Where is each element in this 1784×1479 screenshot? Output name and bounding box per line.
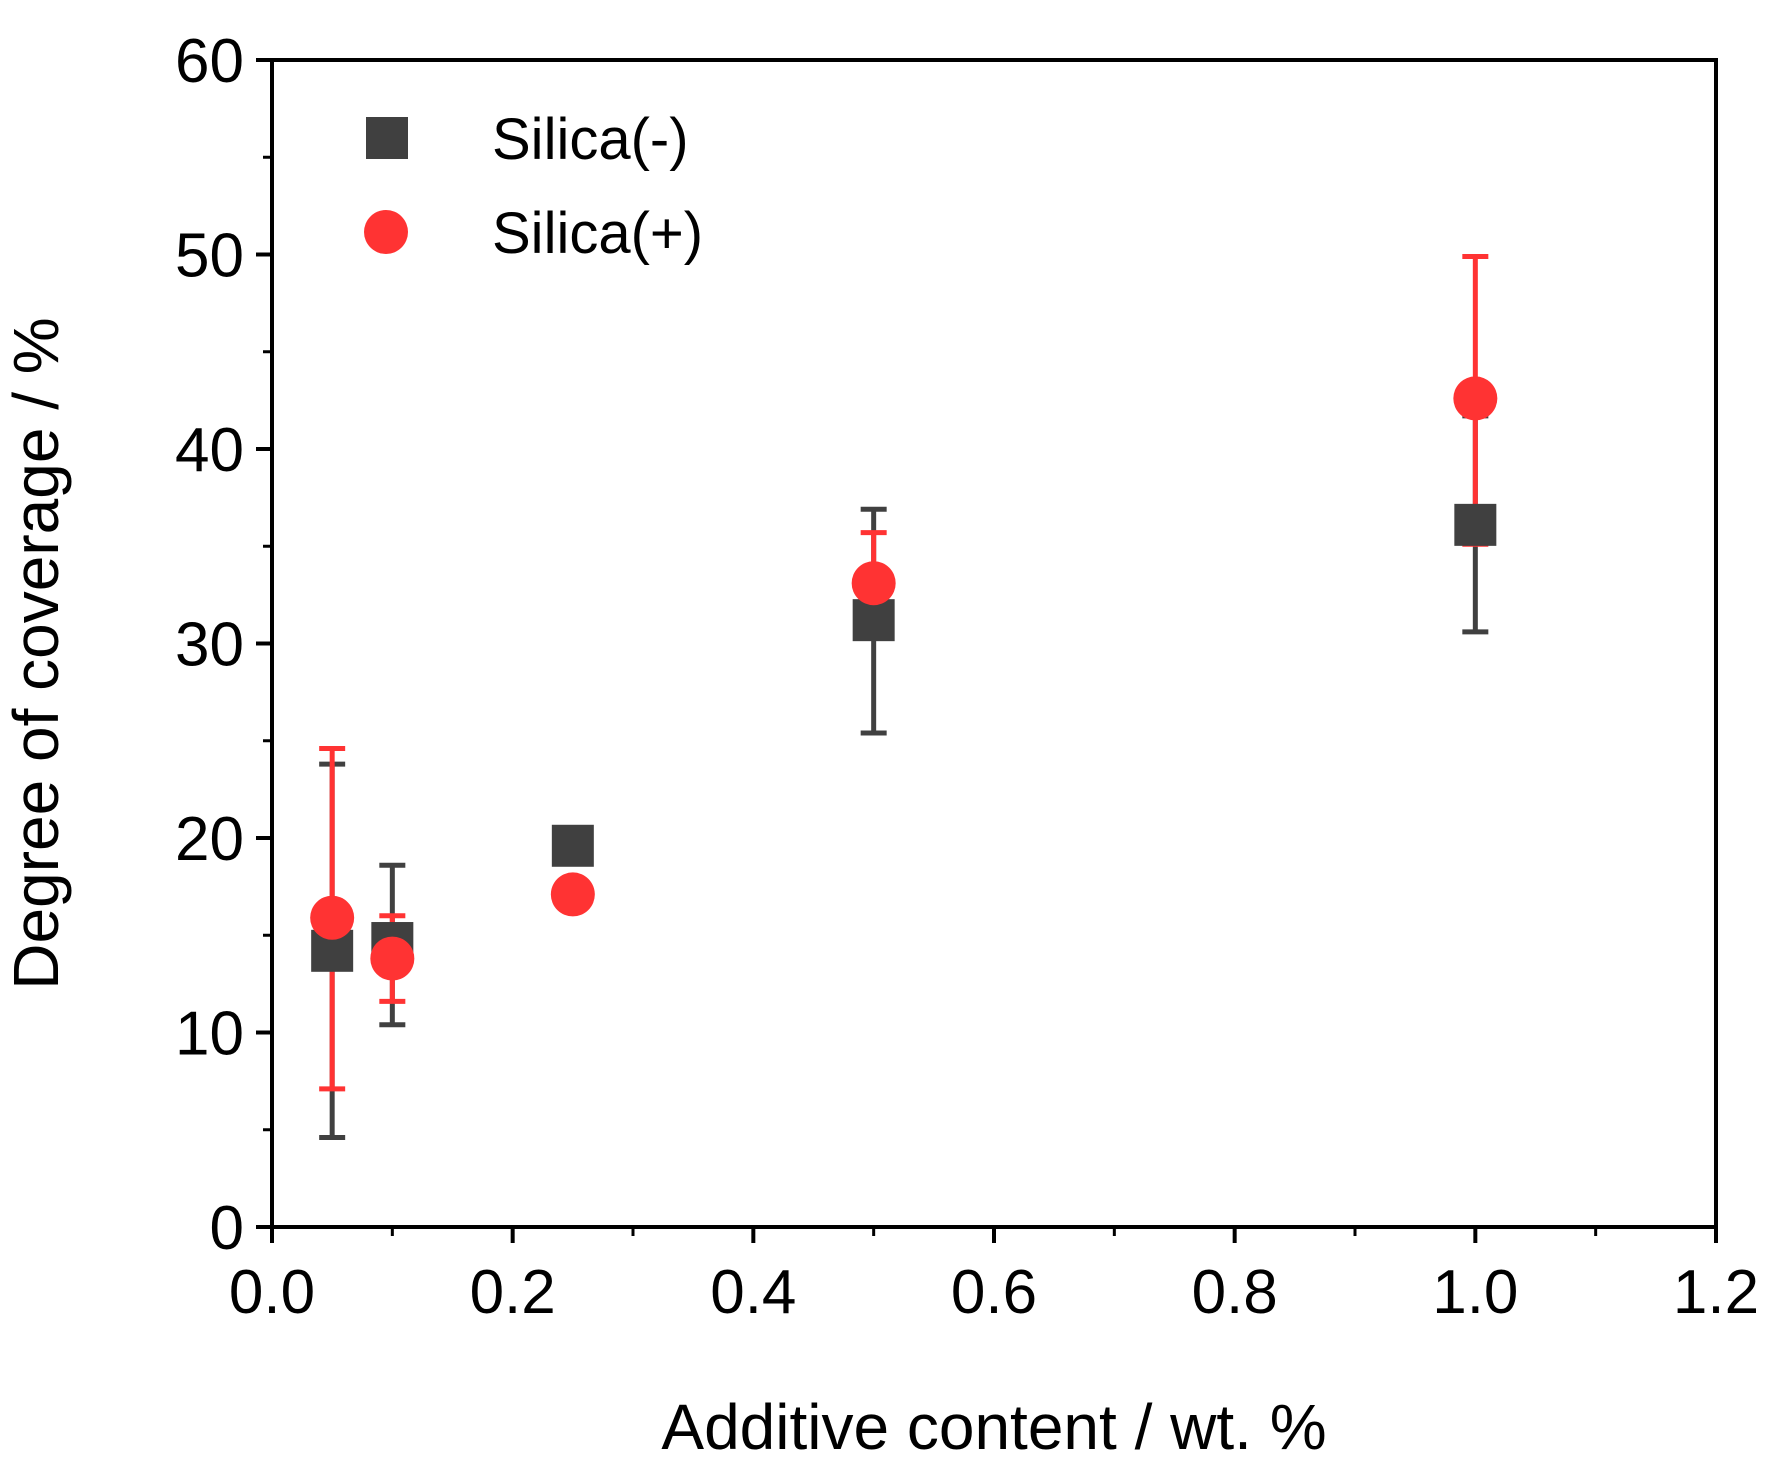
legend: Silica(-) Silica(+) — [364, 107, 703, 266]
y-tick-label: 20 — [175, 805, 244, 874]
data-point-silica-plus — [550, 872, 595, 917]
data-point-silica-minus — [1454, 503, 1497, 546]
data-point-silica-plus — [1453, 376, 1498, 421]
x-tick-label: 1.2 — [1673, 1258, 1759, 1327]
x-tick-label: 1.0 — [1432, 1258, 1518, 1327]
y-tick-label: 10 — [175, 1000, 244, 1069]
tick-labels: 0.0 0.2 0.4 0.6 0.8 1.0 1.2 0 10 20 30 40 50 60 — [175, 27, 1759, 1327]
y-tick-label: 0 — [210, 1194, 244, 1263]
legend-square-marker — [366, 117, 408, 159]
y-tick-label: 60 — [175, 27, 244, 96]
legend-label-silica-minus: Silica(-) — [492, 107, 689, 172]
legend-label-silica-plus: Silica(+) — [492, 201, 703, 266]
data-markers — [310, 376, 1498, 981]
x-tick-label: 0.4 — [710, 1258, 796, 1327]
plot-frame — [270, 58, 1718, 1229]
x-axis-title: Additive content / wt. % — [661, 1391, 1326, 1463]
x-tick-label: 0.6 — [951, 1258, 1037, 1327]
data-point-silica-minus — [852, 599, 895, 642]
error-bars — [319, 253, 1489, 1141]
x-tick-label: 0.0 — [229, 1258, 315, 1327]
legend-circle-marker — [364, 210, 408, 254]
x-tick-label: 0.8 — [1192, 1258, 1278, 1327]
y-tick-label: 50 — [175, 222, 244, 291]
x-tick-label: 0.2 — [470, 1258, 556, 1327]
data-point-silica-plus — [310, 895, 355, 940]
axis-ticks — [256, 58, 1718, 1243]
data-point-silica-minus — [551, 824, 594, 867]
y-tick-label: 40 — [175, 416, 244, 485]
data-point-silica-plus — [370, 936, 415, 981]
data-point-silica-plus — [851, 561, 896, 606]
y-axis-title: Degree of coverage / % — [0, 317, 72, 989]
y-tick-label: 30 — [175, 611, 244, 680]
